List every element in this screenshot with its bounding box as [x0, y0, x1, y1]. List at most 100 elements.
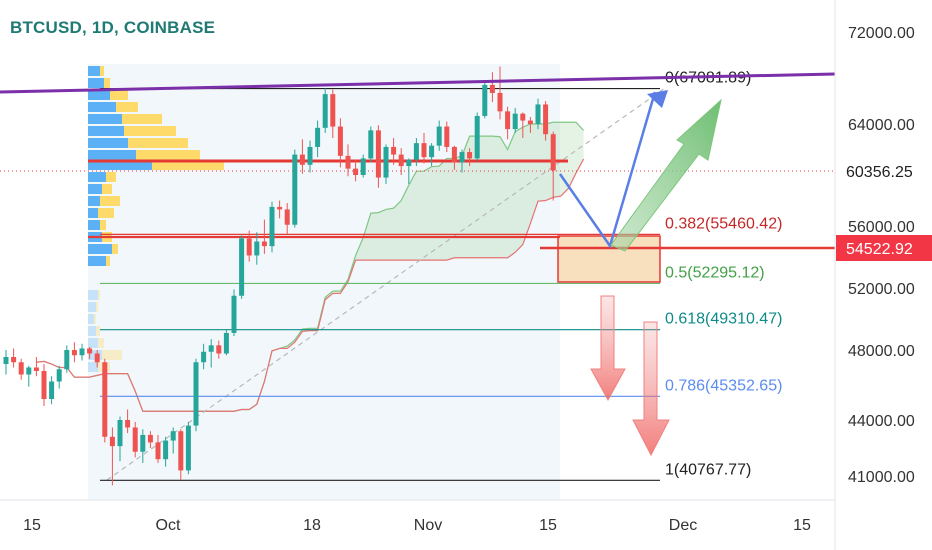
volume-profile-up — [88, 126, 124, 136]
candle-down — [41, 371, 47, 399]
fib-level-label: 0.5(52295.12) — [665, 264, 765, 281]
price-tick-label: 52000.00 — [848, 281, 915, 298]
fib-level-label: 0.786(45352.65) — [665, 377, 782, 394]
marked-price-label: 54522.92 — [846, 241, 913, 258]
volume-profile-up — [88, 160, 152, 170]
time-tick-label: 15 — [793, 517, 811, 534]
candle-up — [482, 84, 488, 116]
candle-down — [398, 154, 404, 167]
candle-up — [360, 158, 366, 175]
candle-up — [64, 350, 70, 370]
candle-up — [459, 152, 465, 163]
candle-down — [132, 427, 138, 452]
volume-profile-up — [88, 220, 100, 230]
volume-profile-up — [88, 66, 100, 76]
candle-up — [406, 159, 412, 167]
volume-profile-down — [106, 256, 110, 266]
time-axis[interactable]: 15 Oct 18 Nov 15 Dec 15 — [23, 517, 811, 534]
volume-profile-down — [102, 184, 112, 194]
volume-profile-down — [136, 150, 200, 160]
candle-down — [527, 120, 533, 124]
candle-up — [208, 345, 214, 352]
candle-up — [140, 434, 146, 452]
candle-up — [269, 206, 275, 247]
candle-down — [391, 146, 397, 155]
candle-down — [246, 238, 252, 256]
volume-profile-up — [88, 184, 102, 194]
volume-profile-up — [88, 338, 98, 348]
candle-up — [117, 420, 123, 447]
volume-profile-down — [124, 126, 176, 136]
fib-level-label: 0.382(55460.42) — [665, 215, 782, 232]
price-axis[interactable]: 72000.00 64000.00 56000.00 52000.00 48000.00… — [848, 25, 915, 486]
candle-up — [315, 127, 321, 147]
candle-up — [49, 381, 55, 399]
candle-down — [299, 154, 305, 165]
candle-up — [368, 130, 374, 159]
price-tick-label: 56000.00 — [848, 219, 915, 236]
candle-down — [147, 434, 153, 443]
ichimoku-cloud — [36, 122, 584, 412]
candle-down — [444, 126, 450, 147]
volume-profile-down — [100, 220, 106, 230]
candle-up — [170, 431, 176, 441]
volume-profile-down — [106, 172, 116, 182]
candle-up — [322, 94, 328, 128]
candle-down — [155, 442, 161, 460]
resistance-trendline[interactable] — [0, 72, 836, 94]
volume-profile-down — [96, 302, 98, 312]
volume-profile-down — [112, 244, 118, 254]
candle-up — [474, 115, 480, 159]
volume-profile-down — [98, 290, 100, 300]
candle-down — [11, 357, 17, 363]
volume-profile-down — [110, 90, 128, 100]
fib-trend-line — [106, 87, 666, 481]
last-price-label: 60356.25 — [846, 164, 913, 181]
candles-series — [3, 66, 556, 486]
candle-down — [467, 152, 473, 159]
volume-profile-up — [88, 314, 94, 324]
volume-profile-up — [88, 138, 128, 148]
candle-down — [345, 155, 351, 169]
volume-profile-up — [88, 90, 110, 100]
marked-price-badge: 54522.92 — [836, 235, 932, 261]
candle-down — [18, 362, 24, 375]
candle-up — [223, 332, 229, 354]
candle-down — [497, 92, 503, 112]
candle-up — [512, 113, 518, 130]
time-tick-label: 18 — [303, 517, 321, 534]
candle-down — [94, 353, 100, 363]
candle-down — [421, 143, 427, 158]
candle-down — [375, 130, 381, 178]
price-tick-label: 48000.00 — [848, 343, 915, 360]
candle-up — [254, 241, 260, 256]
volume-profile-up — [88, 362, 98, 372]
bearish-arrow-1 — [590, 295, 626, 402]
candle-up — [436, 126, 442, 146]
volume-profile-down — [100, 196, 120, 206]
volume-profile-up — [88, 114, 122, 124]
candle-up — [201, 351, 207, 363]
candle-up — [535, 104, 541, 124]
volume-profile-down — [96, 326, 100, 336]
time-tick-label: 15 — [23, 517, 41, 534]
candle-up — [56, 369, 62, 382]
volume-profile-up — [88, 196, 100, 206]
volume-profile-up — [88, 290, 98, 300]
volume-profile-down — [128, 138, 188, 148]
volume-profile-down — [100, 66, 104, 76]
candle-down — [178, 431, 184, 471]
volume-profile-down — [104, 78, 110, 88]
candle-up — [231, 295, 237, 333]
time-tick-label: Nov — [414, 517, 442, 534]
volume-profile-down — [122, 114, 162, 124]
volume-profile-up — [88, 208, 98, 218]
price-tick-label: 44000.00 — [848, 413, 915, 430]
candle-down — [277, 206, 283, 210]
last-price-badge: 60356.25 — [836, 159, 932, 183]
candle-down — [284, 209, 290, 225]
volume-profile-up — [88, 256, 106, 266]
candle-up — [26, 367, 32, 375]
candle-down — [451, 146, 457, 163]
